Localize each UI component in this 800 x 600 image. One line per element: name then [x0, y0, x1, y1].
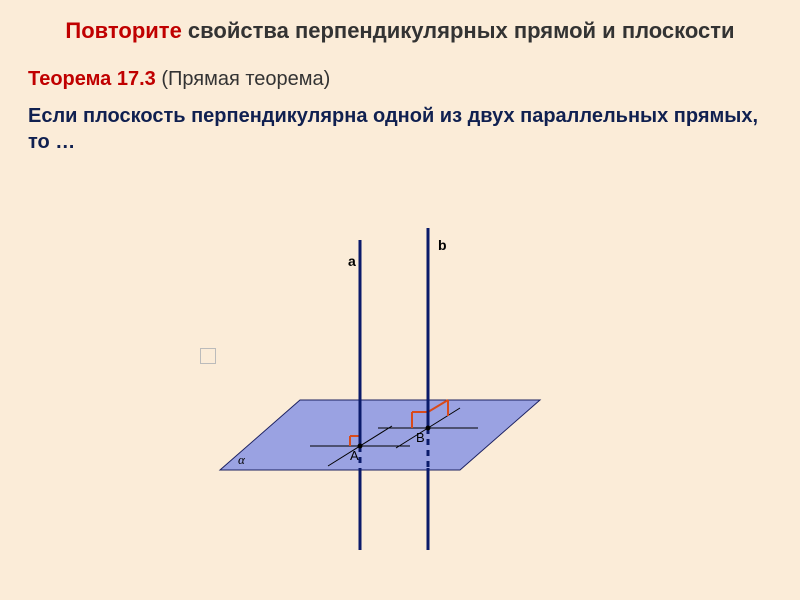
title-accent: Повторите	[65, 18, 181, 43]
page-title: Повторите свойства перпендикулярных прям…	[0, 0, 800, 52]
theorem-paren: (Прямая теорема)	[156, 68, 331, 90]
svg-text:B: B	[416, 430, 425, 445]
title-rest: свойства перпендикулярных прямой и плоск…	[182, 18, 735, 43]
diagram-svg: a b A Bα	[160, 210, 600, 580]
theorem-number: Теорема 17.3	[28, 68, 156, 90]
svg-text:A: A	[350, 448, 359, 463]
footer-square-icon	[200, 348, 216, 364]
svg-text:α: α	[238, 452, 246, 467]
svg-text:a: a	[348, 253, 356, 269]
svg-text:b: b	[438, 237, 447, 253]
theorem-body: Если плоскость перпендикулярна одной из …	[0, 91, 800, 155]
theorem-heading: Теорема 17.3 (Прямая теорема)	[0, 52, 800, 91]
geometry-diagram: a b A Bα	[160, 210, 600, 580]
